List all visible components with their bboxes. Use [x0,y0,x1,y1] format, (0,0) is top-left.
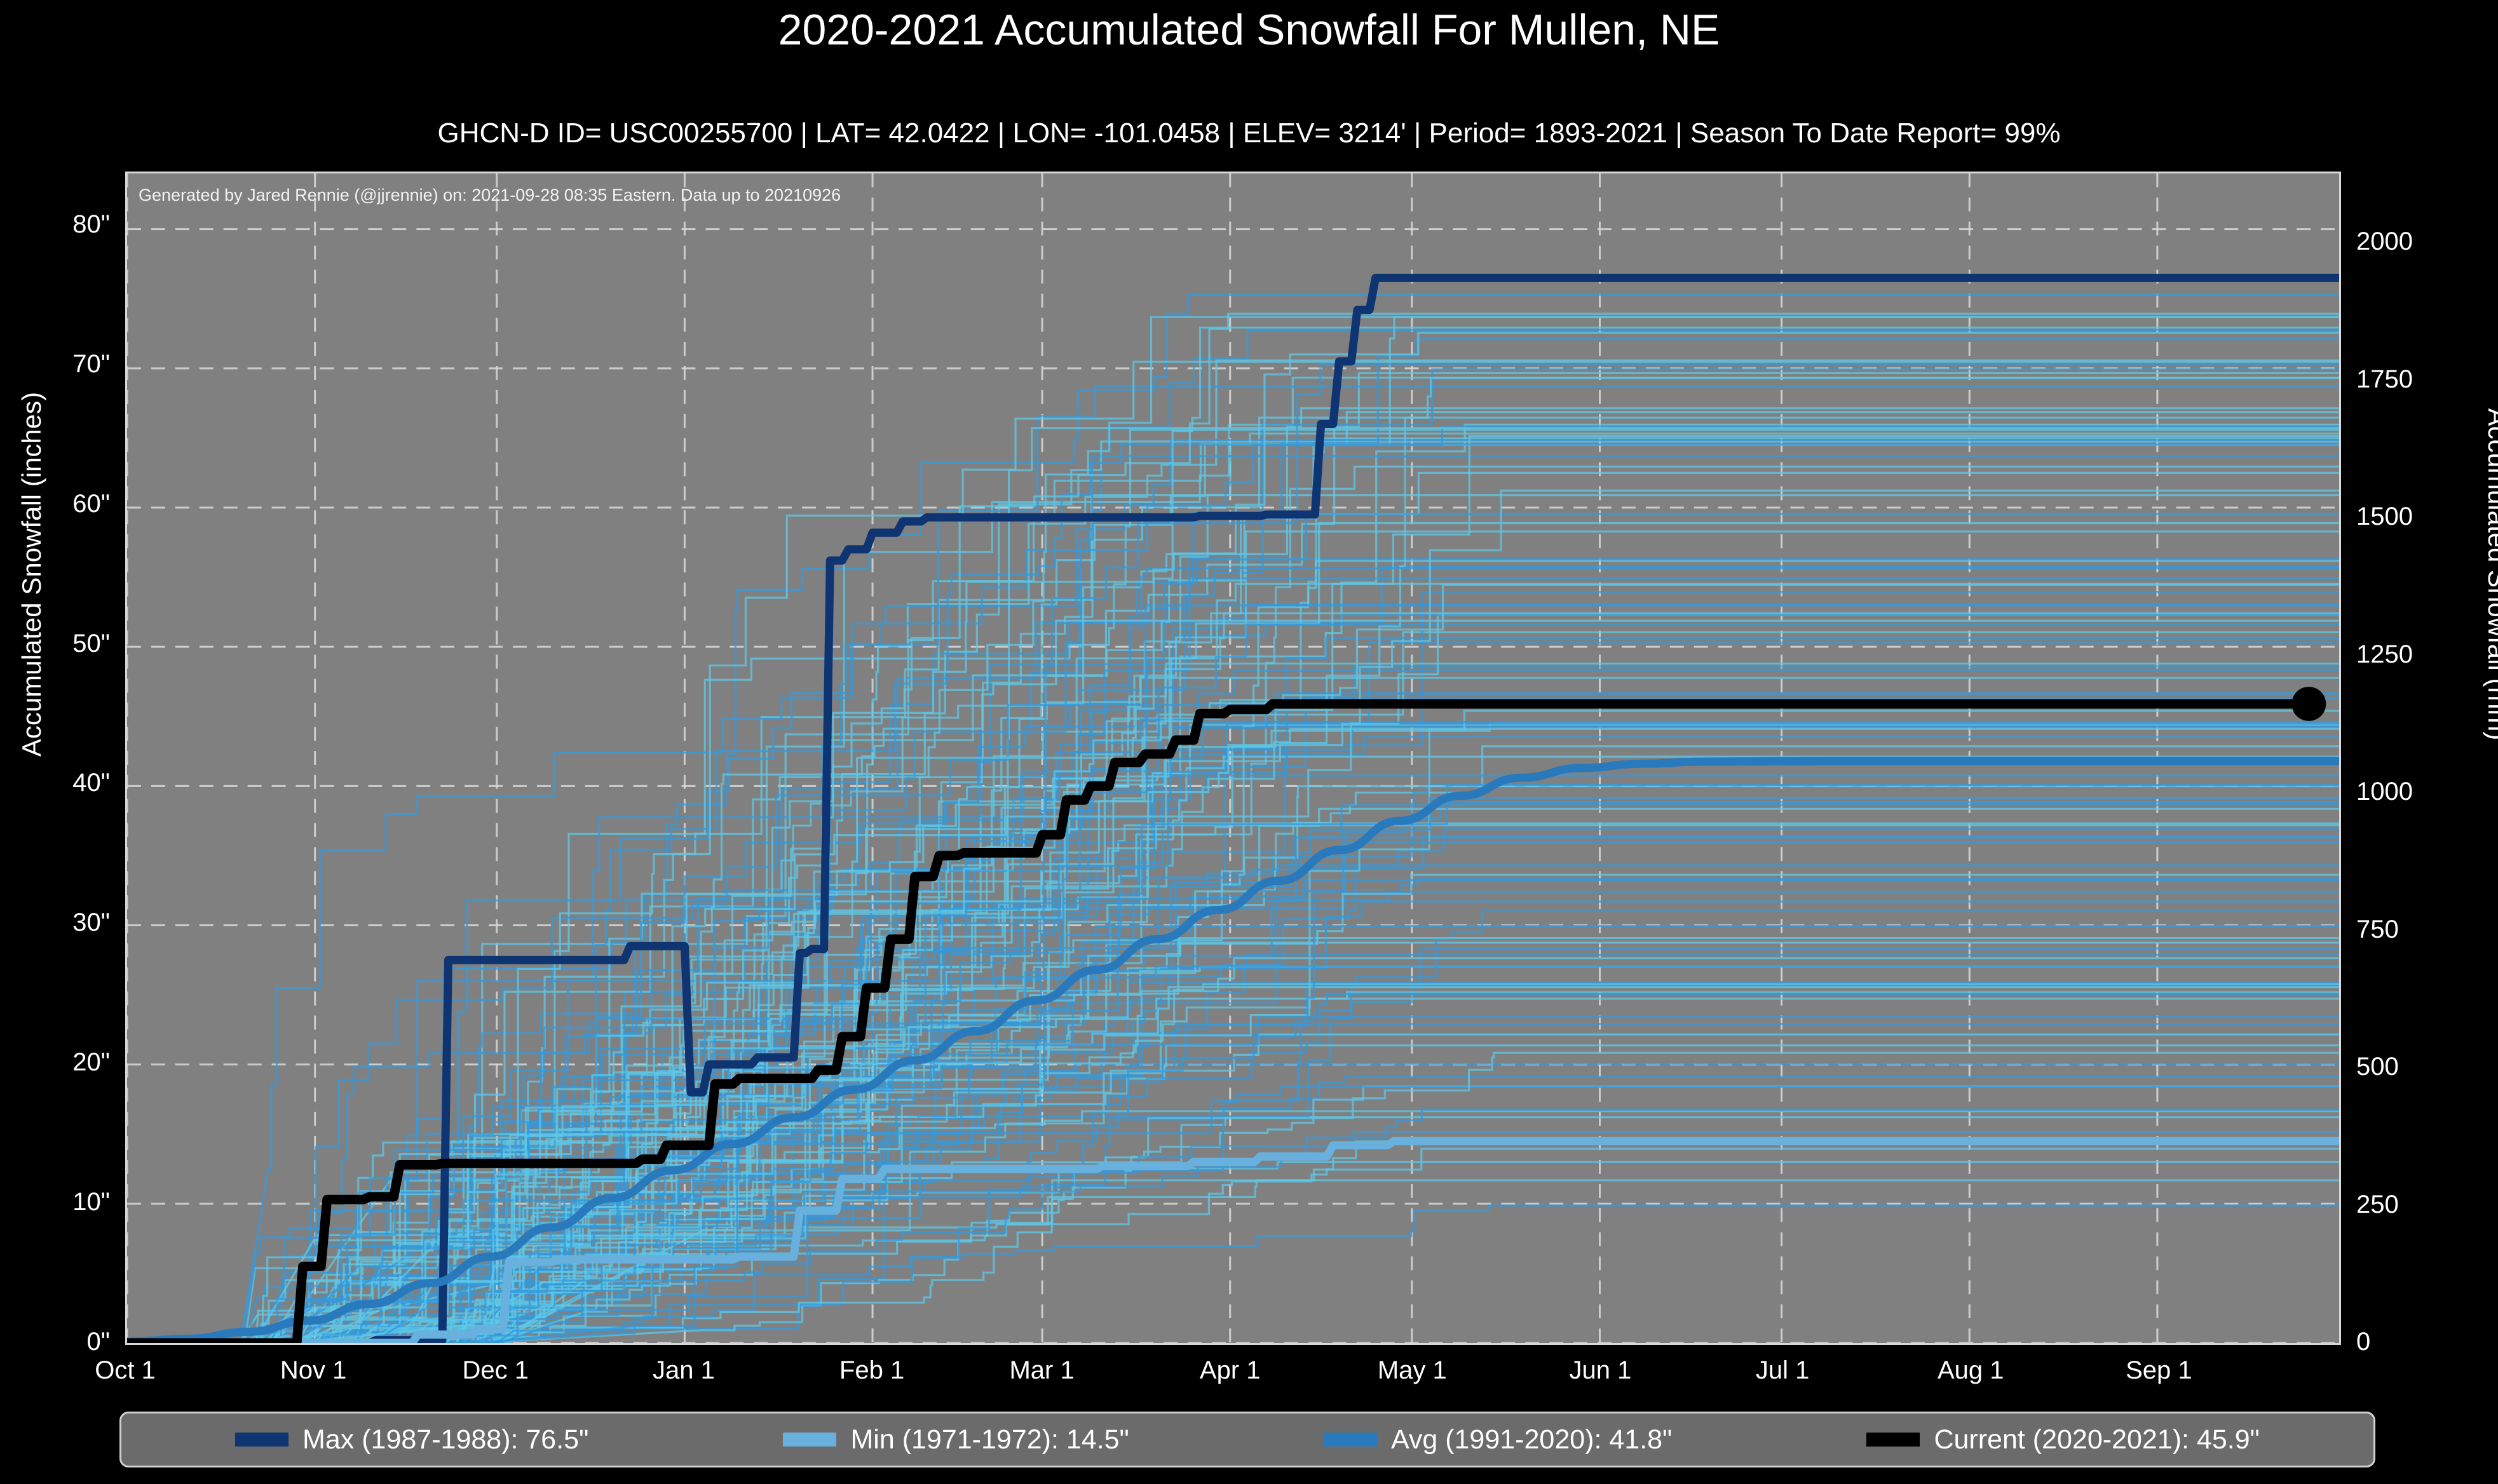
page-title: 2020-2021 Accumulated Snowfall For Mulle… [778,6,1720,54]
y-axis-left-tick: 20" [72,1048,110,1077]
legend-label-avg: Avg (1991-2020): 41.8" [1390,1424,1673,1455]
x-axis-tick: Feb 1 [839,1356,905,1384]
x-axis-tick: Oct 1 [95,1356,156,1384]
x-axis-tick: Jul 1 [1755,1356,1810,1384]
y-axis-left-tick: 70" [72,349,110,378]
x-axis-tick: Aug 1 [1937,1356,2004,1384]
generated-by-annotation: Generated by Jared Rennie (@jjrennie) on… [139,186,841,205]
x-axis-tick: Dec 1 [462,1356,529,1384]
y-axis-right-tick: 1750 [2356,365,2413,393]
x-axis-tick: Jun 1 [1569,1356,1632,1384]
y-axis-right-tick: 1000 [2356,778,2413,806]
legend-label-max: Max (1987-1988): 76.5" [302,1424,589,1455]
history-traces [127,293,2339,1343]
y-axis-left-tick: 80" [72,210,110,238]
y-axis-left-tick: 0" [86,1328,110,1356]
y-axis-right-tick: 250 [2356,1190,2399,1218]
x-axis-tick: Nov 1 [280,1356,347,1384]
legend-item-avg[interactable]: Avg (1991-2020): 41.8" [1323,1424,1673,1455]
series-lines [127,273,2339,1343]
current-end-marker [2291,687,2326,721]
plot-svg [127,173,2339,1343]
y-axis-left-tick: 50" [72,629,110,658]
y-axis-left-tick: 60" [72,489,110,518]
y-axis-left-tick: 30" [72,908,110,937]
x-axis-tick: Mar 1 [1009,1356,1075,1384]
y-axis-right-tick: 500 [2356,1053,2399,1081]
plot-area [125,172,2341,1345]
legend-item-current[interactable]: Current (2020-2021): 45.9" [1866,1424,2260,1455]
y-axis-right-tick: 0 [2356,1328,2371,1356]
x-axis-tick: May 1 [1377,1356,1447,1384]
y-axis-left-tick: 40" [72,769,110,797]
legend-swatch-current [1866,1433,1920,1447]
legend-swatch-min [783,1433,837,1447]
legend-swatch-max [235,1433,289,1447]
legend-item-min[interactable]: Min (1971-1972): 14.5" [783,1424,1129,1455]
legend-label-current: Current (2020-2021): 45.9" [1934,1424,2260,1455]
x-axis-tick: Sep 1 [2126,1356,2192,1384]
page-subtitle: GHCN-D ID= USC00255700 | LAT= 42.0422 | … [437,118,2061,149]
chart-legend[interactable]: Max (1987-1988): 76.5" Min (1971-1972): 1… [119,1412,2375,1467]
x-axis-tick: Jan 1 [652,1356,715,1384]
y-axis-left-label: Accumulated Snowfall (inches) [17,391,46,757]
y-axis-right-tick: 1500 [2356,503,2413,531]
legend-swatch-avg [1323,1433,1377,1447]
legend-label-min: Min (1971-1972): 14.5" [850,1424,1129,1455]
y-axis-right-tick: 1250 [2356,640,2413,668]
y-axis-right-tick: 2000 [2356,227,2413,256]
y-axis-right-tick: 750 [2356,915,2399,943]
x-axis-tick: Apr 1 [1199,1356,1261,1384]
legend-item-max[interactable]: Max (1987-1988): 76.5" [235,1424,588,1455]
y-axis-right-label: Accumulated Snowfall (mm) [2483,408,2498,741]
y-axis-left-tick: 10" [72,1188,110,1217]
